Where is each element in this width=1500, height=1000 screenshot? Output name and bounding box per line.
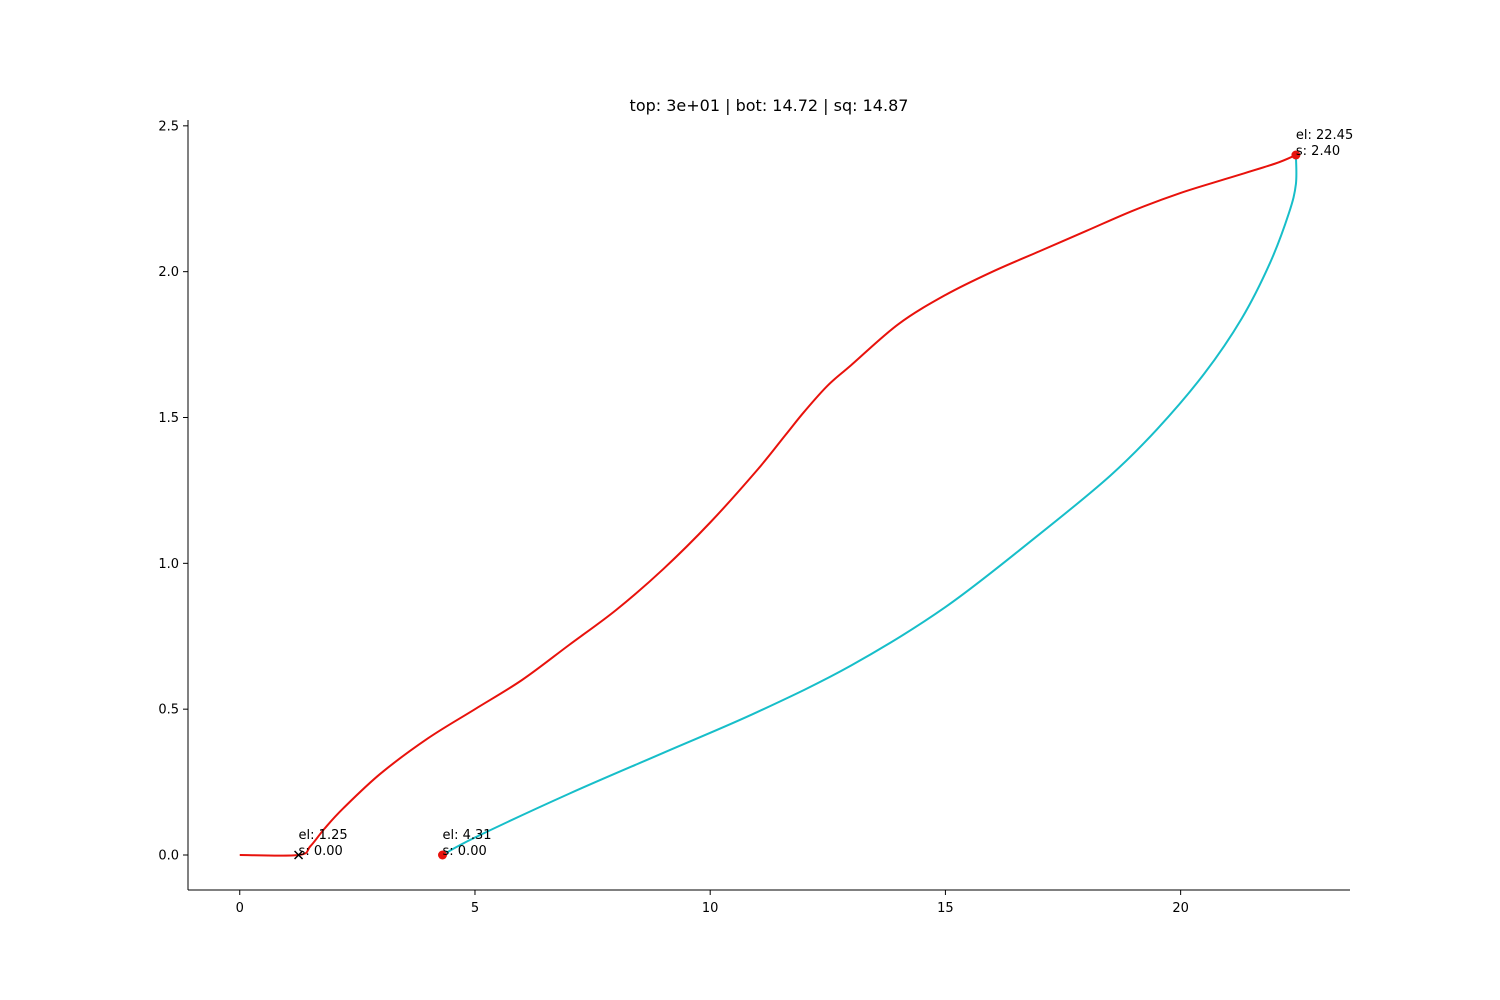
x-tick-label: 20 bbox=[1172, 901, 1189, 916]
series-line-2 bbox=[442, 154, 1298, 856]
annotation-s-value: s: 0.00 bbox=[443, 844, 487, 859]
series-layer bbox=[239, 154, 1298, 857]
y-tick-label: 1.0 bbox=[158, 557, 179, 572]
annotation-s-value: s: 2.40 bbox=[1296, 144, 1340, 159]
y-tick-label: 0.0 bbox=[158, 849, 179, 864]
x-marker-stroke bbox=[294, 850, 304, 860]
annotation-elevation: el: 1.25 bbox=[299, 828, 348, 843]
y-tick-label: 1.5 bbox=[158, 411, 179, 426]
marker-layer bbox=[294, 150, 1301, 860]
x-marker bbox=[294, 850, 304, 860]
axes: 0 5 10 15 20 0.0 0.5 1.0 1.5 2.0 2.5 bbox=[158, 119, 1350, 916]
x-tick-label: 15 bbox=[937, 901, 954, 916]
dot-marker bbox=[438, 850, 448, 860]
y-tick-label: 2.0 bbox=[158, 265, 179, 280]
x-tick-label: 5 bbox=[471, 901, 479, 916]
x-tick-label: 10 bbox=[702, 901, 719, 916]
x-tick-label: 0 bbox=[236, 901, 244, 916]
dot-marker bbox=[1291, 150, 1301, 160]
annotation-elevation: el: 4.31 bbox=[443, 828, 492, 843]
annotation-s-value: s: 0.00 bbox=[299, 844, 343, 859]
y-tick-label: 0.5 bbox=[158, 703, 179, 718]
y-tick-label: 2.5 bbox=[158, 119, 179, 134]
series-line-1 bbox=[239, 154, 1297, 857]
annotation-elevation: el: 22.45 bbox=[1296, 128, 1353, 143]
chart-title: top: 3e+01 | bot: 14.72 | sq: 14.87 bbox=[630, 96, 909, 115]
